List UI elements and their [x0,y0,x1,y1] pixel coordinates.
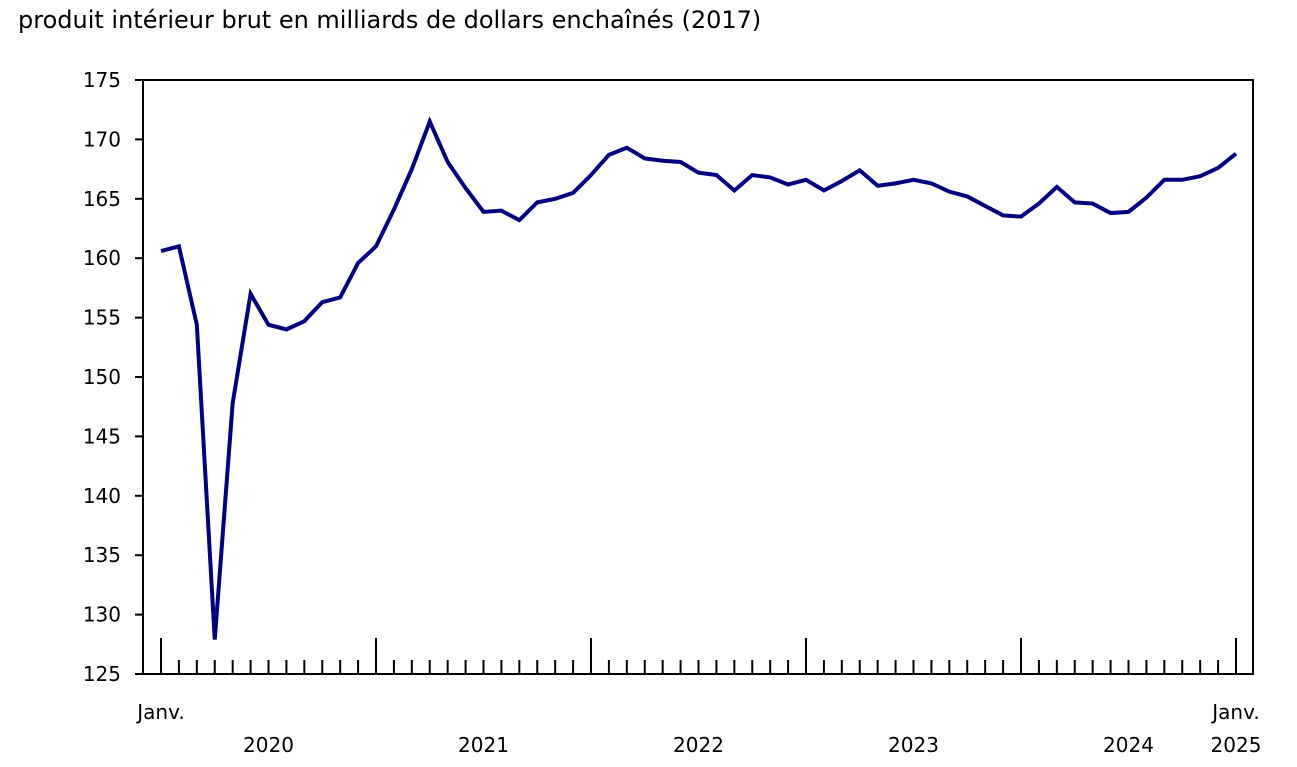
year-label: 2025 [1211,733,1262,757]
y-tick-label: 165 [83,187,121,211]
y-tick-label: 175 [83,68,121,92]
y-tick-label: 155 [83,306,121,330]
y-tick-label: 130 [83,603,121,627]
year-label: 2021 [458,733,509,757]
y-tick-label: 170 [83,127,121,151]
y-tick-label: 125 [83,662,121,686]
y-tick-label: 140 [83,484,121,508]
x-end-label: Janv. [1210,700,1259,724]
x-start-label: Janv. [135,700,184,724]
year-label: 2020 [243,733,294,757]
year-label: 2023 [888,733,939,757]
year-label: 2022 [673,733,724,757]
y-tick-label: 135 [83,543,121,567]
plot-frame [142,79,1254,675]
y-tick-label: 145 [83,424,121,448]
y-tick-label: 160 [83,246,121,270]
year-label: 2024 [1103,733,1154,757]
gdp-series-line [160,116,1238,640]
chart-title: produit intérieur brut en milliards de d… [18,6,762,34]
y-tick-label: 150 [83,365,121,389]
